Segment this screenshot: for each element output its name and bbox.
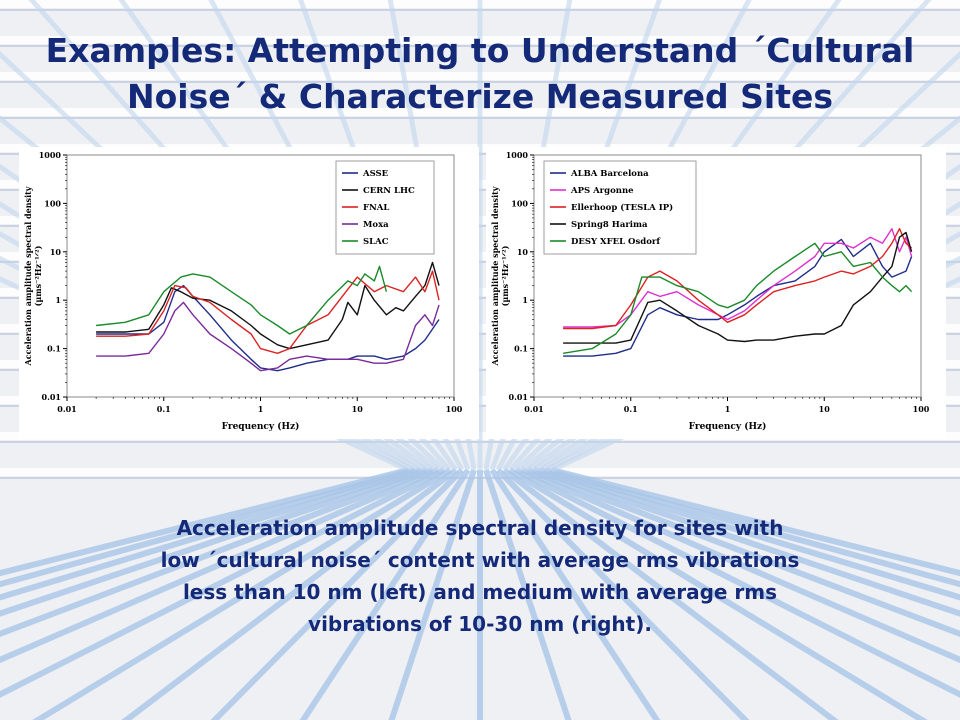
- legend-label: FNAL: [363, 203, 389, 213]
- grid-ray: [0, 467, 421, 601]
- caption-line-3: less than 10 nm (left) and medium with a…: [182, 580, 778, 604]
- grid-ray: [545, 467, 960, 588]
- y-tick-label: 10: [517, 247, 529, 257]
- series-group: [96, 261, 440, 372]
- grid-ray: [0, 467, 434, 638]
- legend-label: ALBA Barcelona: [570, 169, 649, 179]
- grid-ray: [0, 467, 409, 577]
- caption-line-2: low ´cultural noise´ content with averag…: [160, 548, 800, 572]
- y-axis-units: (µms⁻²Hz⁻¹ᐟ²): [500, 245, 510, 306]
- caption-line-1: Acceleration amplitude spectral density …: [176, 516, 784, 540]
- grid-ray: [520, 467, 960, 664]
- legend-label: Ellerhoop (TESLA IP): [571, 202, 673, 213]
- series-line-desy-xfel-osdorf: [562, 242, 913, 354]
- series-line-fnal: [96, 270, 440, 355]
- y-tick-label: 1000: [506, 150, 529, 160]
- series-line-aps-argonne: [563, 227, 913, 328]
- legend: ALBA Barcelona APS Argonne Ellerhoop (TESL…: [543, 160, 697, 255]
- series-line-cern-lhc: [96, 261, 440, 350]
- grid-ray: [299, 468, 471, 720]
- x-tick-label: 1: [258, 404, 264, 414]
- grid-ray: [489, 468, 661, 720]
- grid-ray: [0, 467, 415, 588]
- x-axis-label: Frequency (Hz): [222, 421, 300, 432]
- x-tick-label: 100: [446, 404, 463, 414]
- series-line-spring8-harima: [563, 231, 913, 344]
- y-tick-label: 1000: [39, 150, 62, 160]
- series-line-slac: [96, 265, 388, 335]
- caption-line-4: vibrations of 10-30 nm (right).: [308, 612, 652, 636]
- grid-ray: [533, 467, 960, 617]
- grid-ray: [0, 467, 440, 664]
- legend-label: CERN LHC: [363, 186, 415, 196]
- legend-box: [543, 160, 697, 255]
- grid-ray: [483, 469, 572, 720]
- y-tick-label: 0.01: [509, 392, 528, 402]
- series-line-asse: [96, 284, 440, 372]
- series-line-moxa: [96, 301, 440, 372]
- y-tick-label: 1: [522, 295, 528, 305]
- grid-ray: [210, 467, 465, 720]
- x-tick-label: 0.01: [524, 404, 543, 414]
- grid-ray: [32, 467, 452, 720]
- x-tick-label: 0.1: [624, 404, 638, 414]
- y-tick-label: 0.01: [42, 392, 61, 402]
- chart-panel-left: 0.01 0.1 1 10 100 0.01 0.1 1 10 100 1000 Frequency …: [19, 147, 479, 439]
- grid-ray: [551, 467, 960, 577]
- y-axis-label: Acceleration amplitude spectral density: [23, 186, 33, 366]
- series-group: [562, 227, 913, 357]
- x-tick-label: 100: [913, 404, 930, 414]
- y-tick-label: 0.1: [514, 344, 528, 354]
- x-axis-label: Frequency (Hz): [689, 421, 767, 432]
- grid-ray: [495, 467, 750, 720]
- x-tick-label: 10: [352, 404, 364, 414]
- y-axis-units: (µms⁻²Hz⁻¹ᐟ²): [33, 245, 43, 306]
- slide-caption: Acceleration amplitude spectral density …: [80, 512, 880, 640]
- x-tick-label: 1: [725, 404, 731, 414]
- title-line-2: Noise´ & Characterize Measured Sites: [126, 77, 834, 116]
- series-line-alba-barcelona: [563, 238, 913, 357]
- y-axis-label: Acceleration amplitude spectral density: [490, 186, 500, 366]
- grid-ray: [0, 467, 446, 698]
- spectral-density-chart-right: 0.01 0.1 1 10 100 0.01 0.1 1 10 100 1000 Frequency …: [490, 150, 930, 432]
- x-tick-label: 10: [819, 404, 831, 414]
- y-tick-label: 100: [44, 198, 61, 208]
- legend-label: DESY XFEL Osdorf: [571, 237, 661, 247]
- spectral-density-chart-left: 0.01 0.1 1 10 100 0.01 0.1 1 10 100 1000 Frequency …: [23, 150, 463, 432]
- title-line-1: Examples: Attempting to Understand ´Cult…: [45, 31, 915, 70]
- legend: ASSE CERN LHC FNAL Moxa SLAC: [335, 160, 435, 255]
- chart-panel-right: 0.01 0.1 1 10 100 0.01 0.1 1 10 100 1000 Frequency …: [486, 147, 946, 439]
- slide-title: Examples: Attempting to Understand ´Cult…: [40, 28, 920, 120]
- grid-ray: [514, 467, 960, 698]
- legend-label: SLAC: [363, 237, 389, 247]
- x-tick-label: 0.01: [57, 404, 76, 414]
- legend-label: Spring8 Harima: [571, 220, 648, 230]
- y-tick-label: 1: [55, 295, 61, 305]
- grid-ray: [539, 467, 960, 601]
- y-tick-label: 10: [50, 247, 62, 257]
- legend-label: Moxa: [363, 220, 389, 230]
- grid-ray: [121, 467, 458, 720]
- legend-label: APS Argonne: [570, 186, 634, 196]
- grid-ray: [388, 469, 477, 720]
- x-tick-label: 0.1: [157, 404, 171, 414]
- y-tick-label: 0.1: [47, 344, 61, 354]
- grid-ray: [526, 467, 960, 638]
- grid-ray: [0, 467, 427, 617]
- grid-ray: [502, 467, 839, 720]
- series-line-ellerhoop-tesla-ip-: [563, 227, 913, 330]
- grid-ray: [508, 467, 928, 720]
- legend-label: ASSE: [362, 169, 389, 179]
- y-tick-label: 100: [511, 198, 528, 208]
